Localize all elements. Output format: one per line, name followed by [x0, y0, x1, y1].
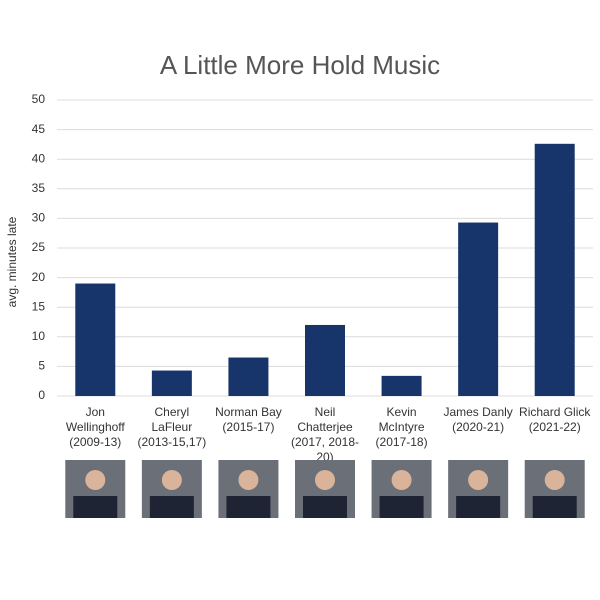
portrait-suit	[226, 496, 271, 518]
y-axis-label: avg. minutes late	[5, 216, 19, 307]
portrait-face	[315, 470, 335, 490]
y-tick-label: 25	[32, 240, 46, 254]
portrait-face	[544, 470, 565, 490]
x-tick-label: (2017, 2018-	[291, 435, 359, 449]
x-tick-label: LaFleur	[152, 420, 193, 434]
y-tick-label: 45	[32, 122, 46, 136]
y-tick-label: 0	[38, 388, 45, 402]
portrait-suit	[456, 496, 501, 518]
portrait-suit	[532, 496, 577, 518]
y-tick-label: 15	[32, 299, 46, 313]
y-tick-label: 10	[32, 329, 46, 343]
x-tick-label: McIntyre	[379, 420, 425, 434]
bar	[75, 283, 116, 396]
y-tick-label: 30	[32, 211, 46, 225]
x-tick-label: Cheryl	[155, 405, 190, 419]
x-tick-label: Norman Bay	[215, 405, 282, 419]
y-tick-label: 20	[32, 270, 46, 284]
x-tick-label: (2015-17)	[222, 420, 274, 434]
bar	[458, 222, 499, 396]
portrait-face	[391, 470, 412, 490]
x-tick-label: James Danly	[443, 405, 512, 419]
bar	[534, 143, 575, 396]
y-tick-label: 40	[32, 151, 46, 165]
portrait-face	[161, 470, 182, 490]
chart-title: A Little More Hold Music	[160, 50, 440, 80]
portrait-face	[238, 470, 259, 490]
bar	[228, 357, 269, 396]
bar	[381, 375, 422, 396]
x-tick-label: Neil	[315, 405, 336, 419]
portrait-face	[85, 470, 106, 490]
x-tick-label: (2017-18)	[376, 435, 428, 449]
x-tick-label: Kevin	[387, 405, 417, 419]
portrait-suit	[379, 496, 424, 518]
x-tick-label: Wellinghoff	[66, 420, 126, 434]
bar	[305, 324, 345, 396]
x-tick-label: Richard Glick	[519, 405, 591, 419]
x-tick-label: (2013-15,17)	[137, 435, 206, 449]
x-tick-label: Chatterjee	[297, 420, 353, 434]
y-tick-label: 5	[38, 359, 45, 373]
x-tick-label: Jon	[86, 405, 105, 419]
portrait-face	[468, 470, 489, 490]
portrait-suit	[303, 496, 347, 518]
x-tick-label: (2009-13)	[69, 435, 121, 449]
y-tick-label: 35	[32, 181, 46, 195]
x-tick-label: (2020-21)	[452, 420, 504, 434]
portrait-suit	[149, 496, 194, 518]
bar	[151, 370, 192, 396]
x-tick-label: (2021-22)	[529, 420, 581, 434]
y-tick-label: 50	[32, 92, 46, 106]
portrait-suit	[73, 496, 118, 518]
